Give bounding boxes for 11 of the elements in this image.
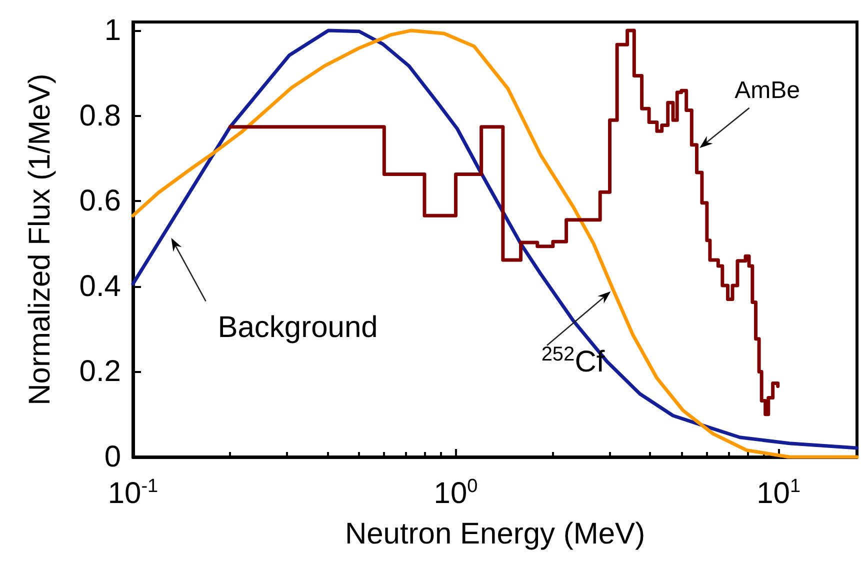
annotation: Background [218, 311, 378, 344]
x-axis-title: Neutron Energy (MeV) [344, 518, 646, 550]
annotation: $^{252}$Cf [541, 343, 606, 378]
y-tick-label: 0 [104, 440, 121, 474]
y-tick-label: 0.6 [79, 184, 121, 218]
y-tick-label: 1 [104, 14, 121, 48]
annotation: AmBe [734, 76, 800, 104]
y-tick-label: 0.4 [79, 270, 121, 303]
y-axis-title: Normalized Flux (1/MeV) [24, 74, 56, 406]
y-tick-label: 0.8 [79, 99, 121, 132]
y-tick-label: 0.2 [79, 355, 121, 388]
